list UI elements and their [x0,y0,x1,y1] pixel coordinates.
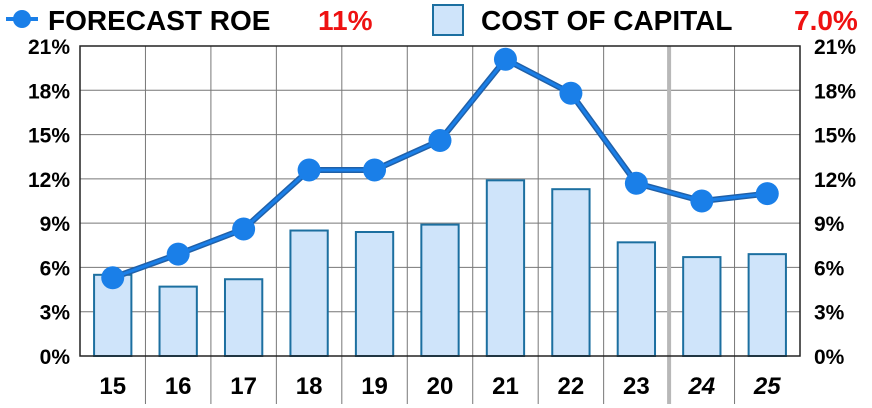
y-tick-label-left: 18% [28,80,70,103]
cost-of-capital-bar [682,256,722,358]
y-tick-label-right: 21% [814,36,856,59]
x-tick-label: 16 [165,373,192,400]
cost-of-capital-bar [354,231,395,357]
cost-of-capital-bar [289,229,329,357]
legend-coc-label: COST OF CAPITAL [481,5,732,36]
cost-of-capital-bar [747,253,787,357]
cost-of-capital-bar [551,188,591,357]
roe-line-series [101,47,779,290]
y-tick-label-right: 18% [814,80,856,103]
roe-point [690,189,714,213]
x-tick-label: 24 [687,373,715,400]
x-tick-label: 21 [492,373,519,400]
roe-point [232,217,256,241]
cost-of-capital-bar [616,241,657,357]
legend-roe-marker [6,10,38,28]
y-tick-label-right: 12% [814,169,856,192]
cost-of-capital-bar [485,179,526,357]
y-tick-label-left: 0% [40,346,71,369]
cost-of-capital-bar [420,223,460,357]
y-tick-label-left: 6% [40,257,71,280]
y-tick-label-right: 6% [814,257,845,280]
y-tick-label-left: 21% [28,36,70,59]
y-tick-label-right: 15% [814,125,856,148]
roe-point [166,242,190,266]
y-tick-label-left: 15% [28,125,70,148]
legend-roe-value: 11% [318,5,373,36]
cost-of-capital-bar [158,285,198,357]
x-tick-label: 18 [296,373,323,400]
axes: 0% 0% 3% 3% 6% 6% 9% 9% 12% 12% 15% 15% 18% 18% 21% 21%… [28,36,856,400]
y-tick-label-right: 9% [814,213,845,236]
legend-coc-value: 7.0% [794,5,858,36]
cost-of-capital-bars [93,179,787,358]
x-tick-label: 19 [361,373,388,400]
roe-point [559,81,583,105]
x-tick-label: 20 [427,373,454,400]
x-tick-label: 22 [558,373,585,400]
y-tick-label-right: 3% [814,302,845,325]
y-tick-label-left: 12% [28,169,70,192]
x-tick-label: 15 [99,373,126,400]
legend-roe-label: FORECAST ROE [48,5,270,36]
legend-coc-swatch [432,4,464,36]
x-tick-label: 17 [230,373,257,400]
legend: FORECAST ROE 11% COST OF CAPITAL 7.0% [6,4,858,36]
x-tick-label: 25 [753,373,781,400]
roe-point [755,182,779,206]
roe-point [493,47,517,71]
roe-point [363,158,387,182]
roe-point [428,128,452,152]
y-tick-label-right: 0% [814,346,845,369]
grid [80,45,800,404]
x-tick-label: 23 [623,373,650,400]
roe-point [297,158,321,182]
cost-of-capital-bar [223,278,264,357]
plot-border [79,45,801,357]
roe-point [624,171,648,195]
y-tick-label-left: 9% [40,213,71,236]
roe-point [101,266,125,290]
y-tick-label-left: 3% [40,302,71,325]
